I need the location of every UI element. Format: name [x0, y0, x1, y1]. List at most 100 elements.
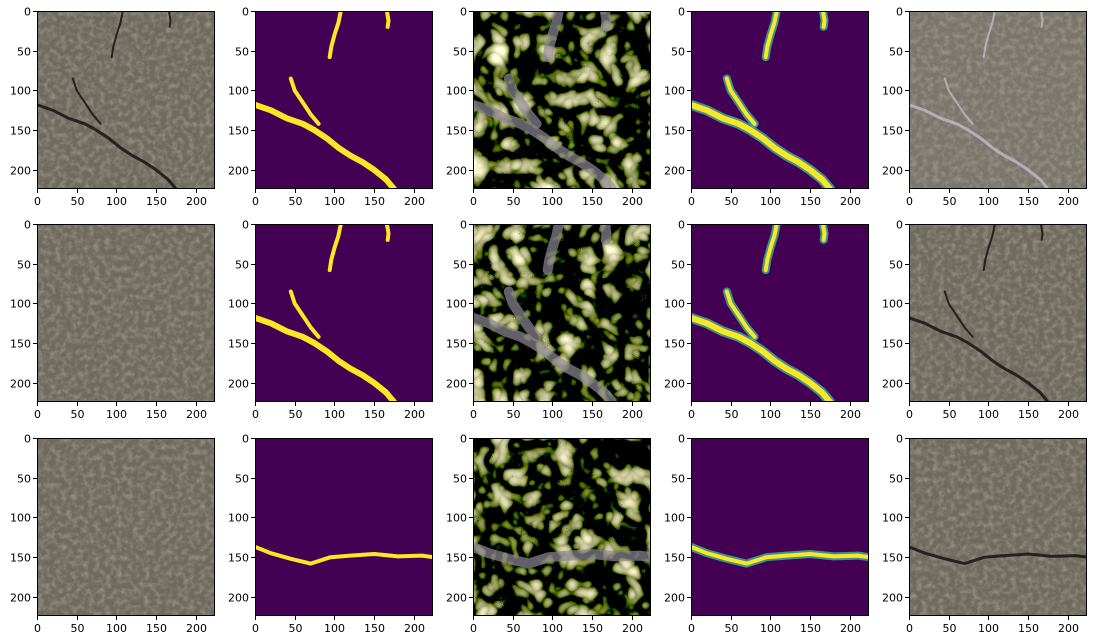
- x-tick-label: 0: [688, 622, 695, 635]
- x-tick-label: 50: [725, 195, 739, 208]
- x-tick-label: 100: [760, 195, 781, 208]
- x-tick-label: 0: [688, 195, 695, 208]
- x-tick-label: 100: [978, 195, 999, 208]
- y-tick-label: 200: [882, 378, 903, 391]
- axes-frame: [473, 438, 651, 616]
- x-tick-label: 200: [840, 195, 861, 208]
- x-tick-label: 150: [364, 408, 385, 421]
- panel-2-3: 0 50 100 150 200 0 50 100 150 200: [664, 433, 869, 635]
- mask-background: [691, 224, 869, 402]
- crack-line: [943, 290, 974, 338]
- crack-line: [943, 77, 974, 125]
- x-tick-label: 50: [289, 622, 303, 635]
- x-tick-label: 0: [252, 622, 259, 635]
- x-tick-label: 150: [1018, 195, 1039, 208]
- y-tick-label: 0: [242, 6, 249, 19]
- mask-background: [255, 11, 433, 189]
- x-tick-label: 50: [507, 195, 521, 208]
- pattern-texture: [473, 438, 651, 616]
- x-tick-label: 0: [906, 622, 913, 635]
- crack-line: [37, 103, 178, 189]
- y-tick-label: 100: [10, 298, 31, 311]
- x-tick-label: 0: [252, 408, 259, 421]
- crack-line: [110, 11, 124, 59]
- x-tick-label: 100: [542, 622, 563, 635]
- asphalt-texture: [909, 438, 1087, 616]
- crack-mask: [327, 224, 343, 273]
- y-tick-label: 200: [228, 378, 249, 391]
- axes-frame: [473, 11, 651, 189]
- x-tick-label: 100: [324, 195, 345, 208]
- panel-2-1: 0 50 100 150 200 0 50 100 150 200: [228, 433, 433, 635]
- y-tick-label: 50: [453, 259, 467, 272]
- crack-line: [71, 77, 102, 125]
- x-tick-label: 50: [507, 622, 521, 635]
- panel-image: [473, 224, 651, 402]
- x-tick-label: 150: [364, 195, 385, 208]
- crack-mask: [724, 289, 757, 339]
- panel-1-4: 0 50 100 150 200 0 50 100 150 200: [882, 219, 1087, 421]
- y-tick-label: 100: [228, 85, 249, 98]
- x-tick-label: 50: [725, 408, 739, 421]
- y-tick-label: 200: [228, 592, 249, 605]
- crack-mask: [255, 314, 398, 402]
- x-tick-label: 50: [289, 408, 303, 421]
- x-tick-label: 100: [106, 408, 127, 421]
- y-tick-label: 100: [228, 298, 249, 311]
- x-tick-label: 150: [146, 408, 167, 421]
- y-tick-label: 50: [671, 46, 685, 59]
- y-tick-label: 0: [24, 433, 31, 446]
- y-tick-label: 150: [10, 125, 31, 138]
- x-tick-label: 0: [470, 408, 477, 421]
- y-tick-label: 0: [460, 6, 467, 19]
- y-tick-label: 50: [889, 46, 903, 59]
- x-tick-label: 150: [582, 622, 603, 635]
- x-tick-label: 200: [404, 195, 425, 208]
- x-tick-label: 200: [404, 408, 425, 421]
- asphalt-texture: [37, 438, 215, 616]
- axes-frame: [255, 224, 433, 402]
- panel-0-4: 0 50 100 150 200 0 50 100 150 200: [882, 6, 1087, 208]
- x-tick-label: 200: [622, 622, 643, 635]
- x-tick-label: 50: [725, 622, 739, 635]
- y-tick-label: 100: [664, 298, 685, 311]
- y-tick-label: 150: [228, 552, 249, 565]
- panel-image: [473, 11, 651, 189]
- crack-band: [542, 11, 564, 63]
- panel-1-1: 0 50 100 150 200 0 50 100 150 200: [228, 219, 433, 421]
- axes-frame: [37, 11, 215, 189]
- y-tick-label: 0: [896, 219, 903, 232]
- x-tick-label: 150: [1018, 408, 1039, 421]
- mask-background: [691, 438, 869, 616]
- y-tick-label: 0: [242, 433, 249, 446]
- y-tick-label: 150: [446, 338, 467, 351]
- y-tick-label: 200: [446, 378, 467, 391]
- y-tick-label: 0: [24, 6, 31, 19]
- crack-line: [1039, 224, 1044, 241]
- x-tick-label: 100: [978, 408, 999, 421]
- x-tick-label: 50: [943, 408, 957, 421]
- axes-frame: [909, 438, 1087, 616]
- x-tick-label: 50: [71, 622, 85, 635]
- x-tick-label: 100: [106, 622, 127, 635]
- x-tick-label: 200: [186, 195, 207, 208]
- crack-line: [982, 11, 996, 59]
- asphalt-texture: [37, 224, 215, 402]
- panel-image: [909, 11, 1087, 189]
- crack-mask: [820, 11, 827, 29]
- y-tick-label: 150: [664, 125, 685, 138]
- crack-line: [1039, 11, 1044, 28]
- crack-mask: [763, 224, 779, 273]
- panel-image: [37, 438, 215, 616]
- x-tick-label: 0: [34, 622, 41, 635]
- crack-mask: [327, 11, 343, 60]
- x-tick-label: 0: [906, 408, 913, 421]
- crack-mask: [255, 544, 433, 566]
- y-tick-label: 150: [882, 552, 903, 565]
- panel-image: [691, 438, 869, 616]
- crack-mask: [384, 224, 391, 242]
- crack-mask: [763, 11, 779, 60]
- y-tick-label: 150: [664, 338, 685, 351]
- x-tick-label: 150: [146, 195, 167, 208]
- axes-frame: [255, 438, 433, 616]
